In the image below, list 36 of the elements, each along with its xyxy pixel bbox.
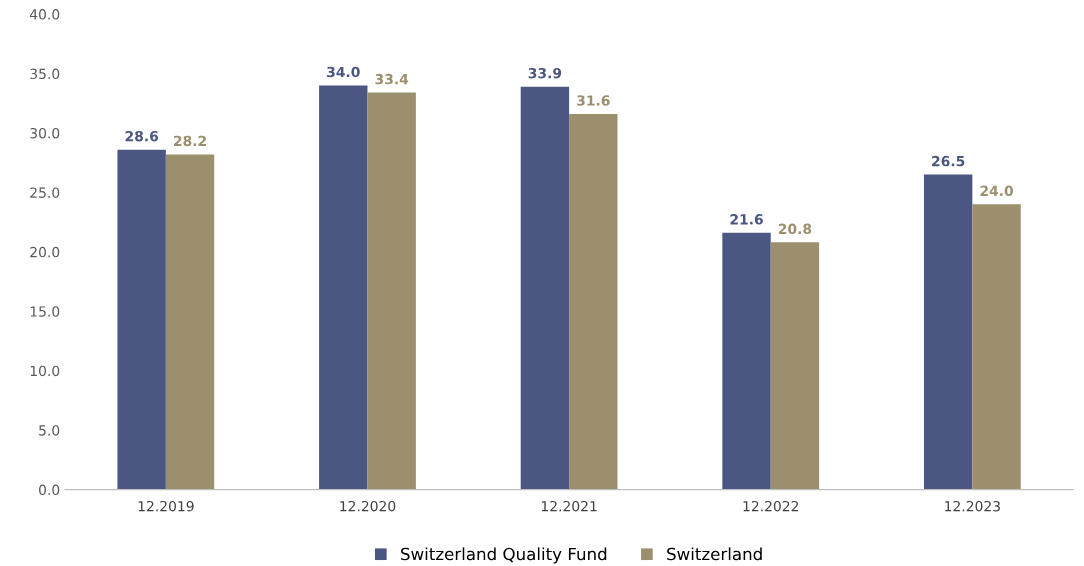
data-label: 33.9 — [528, 67, 562, 79]
y-tick-label: 10.0 — [30, 365, 60, 377]
bar — [367, 92, 416, 490]
data-label: 28.6 — [125, 130, 159, 142]
y-tick-label: 5.0 — [39, 425, 60, 436]
bar — [569, 113, 618, 490]
y-tick-label: 35.0 — [30, 68, 60, 80]
legend-label: Switzerland Quality Fund — [401, 547, 607, 564]
x-tick-label: 12.2020 — [340, 500, 396, 512]
x-tick-label: 12.2021 — [541, 500, 597, 512]
x-tick-label: 12.2022 — [743, 500, 799, 512]
data-label: 24.0 — [980, 185, 1014, 197]
y-tick-label: 15.0 — [30, 306, 60, 317]
bar — [117, 149, 166, 490]
data-label: 20.8 — [778, 223, 812, 235]
data-label: 28.2 — [174, 135, 206, 147]
y-tick-label: 0.0 — [39, 484, 60, 496]
data-label: 21.6 — [730, 214, 763, 225]
bar — [923, 174, 973, 490]
data-label: 31.6 — [577, 95, 610, 106]
legend-label: Switzerland — [667, 547, 762, 561]
bar — [319, 85, 368, 490]
y-tick-label: 20.0 — [30, 246, 60, 258]
data-label: 26.5 — [932, 155, 965, 167]
data-label: 34.0 — [327, 66, 360, 78]
bar — [722, 232, 771, 490]
bar — [165, 154, 215, 490]
bar — [770, 242, 820, 490]
bar — [520, 86, 570, 490]
x-tick-label: 12.2023 — [945, 500, 1000, 512]
y-tick-label: 40.0 — [29, 9, 60, 20]
bar — [972, 204, 1021, 490]
x-tick-label: 12.2019 — [138, 500, 194, 512]
y-tick-label: 30.0 — [30, 127, 60, 139]
data-label: 33.4 — [375, 73, 409, 85]
y-tick-label: 25.0 — [30, 187, 60, 198]
